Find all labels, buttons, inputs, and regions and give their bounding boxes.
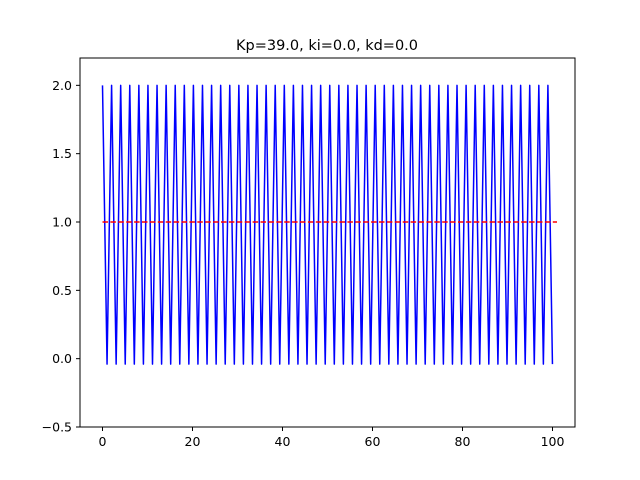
- y-tick-label: 0.5: [52, 283, 72, 298]
- axes-frame: [79, 57, 576, 428]
- y-tick-label: 1.5: [52, 146, 72, 161]
- x-tick-label: 100: [541, 434, 565, 449]
- x-tick-label: 80: [455, 434, 471, 449]
- y-tick-label: 0.0: [52, 351, 72, 366]
- x-tick-label: 60: [365, 434, 381, 449]
- plot-area: [101, 84, 557, 365]
- x-tick-label: 20: [185, 434, 201, 449]
- response-line: [101, 84, 554, 365]
- y-tick-label: 1.0: [52, 215, 72, 230]
- x-axis: 0 20 40 60 80 100: [99, 427, 565, 449]
- y-axis: −0.5 0.0 0.5 1.0 1.5 2.0: [42, 78, 80, 435]
- x-tick-label: 0: [99, 434, 107, 449]
- x-tick-label: 40: [275, 434, 291, 449]
- y-tick-label: 2.0: [52, 78, 72, 93]
- chart-title: Kp=39.0, ki=0.0, kd=0.0: [236, 38, 418, 54]
- y-tick-label: −0.5: [42, 420, 72, 435]
